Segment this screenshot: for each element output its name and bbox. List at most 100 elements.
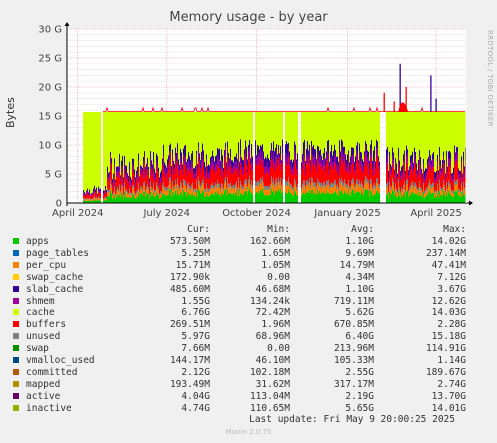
slab-cache-area [155, 173, 157, 178]
per-cpu-area [178, 188, 180, 195]
apps-area [210, 194, 212, 203]
cache-area [454, 111, 456, 146]
apps-area [460, 197, 462, 203]
cache-area [246, 111, 248, 147]
apps-area [431, 192, 433, 203]
unused-area [428, 183, 430, 188]
buffers-area [368, 164, 370, 181]
shmem-area [328, 153, 330, 164]
cache-area [234, 111, 236, 157]
per-cpu-area [229, 187, 231, 193]
buffers-area [169, 160, 171, 178]
apps-area [358, 192, 360, 203]
cache-area [177, 111, 179, 144]
shmem-area [327, 150, 329, 161]
buffers-area [357, 163, 359, 180]
per-cpu-area [269, 188, 271, 195]
legend-avg: 9.69M [345, 247, 374, 259]
buffers-area [93, 193, 95, 198]
shmem-area [107, 173, 109, 179]
slab-cache-area [353, 147, 355, 154]
shmem-area [295, 155, 297, 165]
apps-area [97, 200, 99, 203]
legend-swatch [13, 392, 19, 399]
slab-cache-area [318, 146, 320, 155]
buffers-area [410, 169, 412, 186]
slab-cache-area [86, 190, 88, 193]
slab-cache-area [247, 159, 249, 167]
slab-cache-area [402, 165, 404, 175]
shmem-area [401, 172, 403, 178]
apps-area [264, 194, 266, 203]
shmem-area [405, 174, 407, 180]
cache-area [332, 111, 334, 156]
shmem-area [249, 148, 251, 159]
cache-area [198, 111, 200, 143]
slab-cache-area [229, 158, 231, 164]
slab-cache-area [225, 142, 227, 148]
slab-cache-area [441, 168, 443, 172]
cache-area [398, 111, 400, 148]
cache-area [311, 111, 313, 141]
per-cpu-area [390, 188, 392, 194]
per-cpu-area [170, 182, 172, 190]
slab-cache-area [187, 159, 189, 163]
slab-cache-area [343, 146, 345, 156]
shmem-area [323, 159, 325, 167]
slab-cache-area [416, 163, 418, 169]
per-cpu-area [127, 194, 129, 198]
unused-area [196, 179, 198, 184]
buffers-area [457, 159, 459, 180]
buffers-area [166, 178, 168, 189]
buffers-area [111, 170, 113, 185]
slab-cache-area [421, 168, 423, 174]
apps-area [337, 193, 339, 203]
slab-cache-area [392, 147, 394, 156]
per-cpu-area [352, 182, 354, 190]
cache-area [187, 111, 189, 160]
apps-area [153, 192, 155, 203]
buffers-area [329, 175, 331, 186]
buffers-area [336, 172, 338, 186]
slab-cache-area [234, 156, 236, 163]
buffers-area [127, 181, 129, 192]
apps-area [91, 201, 93, 203]
shmem-area [424, 178, 426, 183]
cache-area [230, 111, 232, 149]
shmem-area [403, 161, 405, 169]
cache-area [390, 111, 392, 164]
buffers-area [221, 168, 223, 183]
cache-area [417, 111, 419, 171]
apps-area [219, 194, 221, 203]
buffers-area [119, 172, 121, 185]
shmem-area [289, 158, 291, 166]
cache-area [401, 111, 403, 167]
per-cpu-area [220, 191, 222, 197]
apps-area [147, 192, 149, 203]
slab-cache-area [215, 156, 217, 164]
shmem-area [306, 156, 308, 165]
per-cpu-area [194, 191, 196, 196]
apps-area [190, 195, 192, 203]
shmem-area [338, 170, 340, 177]
per-cpu-area [165, 189, 167, 195]
per-cpu-area [431, 187, 433, 193]
shmem-area [434, 178, 436, 184]
buffers-area [126, 179, 128, 190]
unused-area [142, 188, 144, 192]
apps-area [258, 191, 260, 203]
apps-area [434, 197, 436, 203]
shmem-area [196, 154, 198, 163]
per-cpu-area [406, 184, 408, 192]
apps-area [234, 194, 236, 203]
shmem-area [310, 166, 312, 173]
slab-cache-area [205, 166, 207, 174]
per-cpu-area [85, 199, 87, 201]
per-cpu-area [323, 185, 325, 192]
slab-cache-area [140, 165, 142, 169]
slab-cache-area [112, 179, 114, 184]
apps-area [217, 190, 219, 203]
legend-name: apps [26, 236, 49, 247]
apps-area [211, 193, 213, 203]
slab-cache-area [226, 162, 228, 170]
